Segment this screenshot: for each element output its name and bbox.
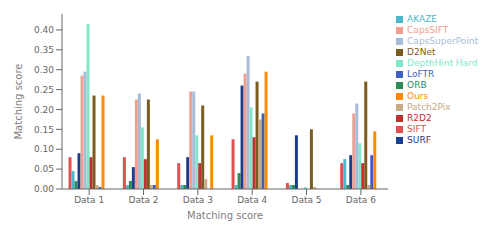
html-text:ORB: ORB xyxy=(407,80,427,90)
svg-text:0.25: 0.25 xyxy=(34,85,54,95)
html-text:Patch2Pix: Patch2Pix xyxy=(407,102,451,112)
svg-text:Data 2: Data 2 xyxy=(128,195,158,205)
svg-text:0.10: 0.10 xyxy=(34,144,54,154)
svg-text:Data 3: Data 3 xyxy=(183,195,213,205)
html-text:DepthHint Hard: DepthHint Hard xyxy=(407,58,478,68)
svg-text:0.05: 0.05 xyxy=(34,164,54,174)
svg-text:Data 5: Data 5 xyxy=(292,195,322,205)
svg-text:Matching score: Matching score xyxy=(13,63,24,139)
svg-text:Matching score: Matching score xyxy=(187,210,263,221)
html-text:D2Net: D2Net xyxy=(407,47,436,57)
html-text:R2D2: R2D2 xyxy=(407,113,432,123)
html-text:CapsSuperPoint: CapsSuperPoint xyxy=(407,36,478,46)
svg-text:0.00: 0.00 xyxy=(34,184,54,194)
svg-text:0.20: 0.20 xyxy=(34,105,54,115)
svg-text:0.15: 0.15 xyxy=(34,125,54,135)
html-text:SIFT: SIFT xyxy=(407,124,426,134)
svg-text:0.40: 0.40 xyxy=(34,25,54,35)
svg-text:Data 4: Data 4 xyxy=(237,195,267,205)
html-text:SURF: SURF xyxy=(407,135,431,145)
svg-text:0.30: 0.30 xyxy=(34,65,54,75)
html-text:Ours: Ours xyxy=(407,91,429,101)
html-text:LoFTR: LoFTR xyxy=(407,69,435,79)
html-text:CapsSIFT: CapsSIFT xyxy=(407,25,449,35)
svg-text:Data 1: Data 1 xyxy=(74,195,104,205)
svg-text:Data 6: Data 6 xyxy=(346,195,376,205)
svg-text:0.35: 0.35 xyxy=(34,45,54,55)
html-text:AKAZE: AKAZE xyxy=(407,14,437,24)
